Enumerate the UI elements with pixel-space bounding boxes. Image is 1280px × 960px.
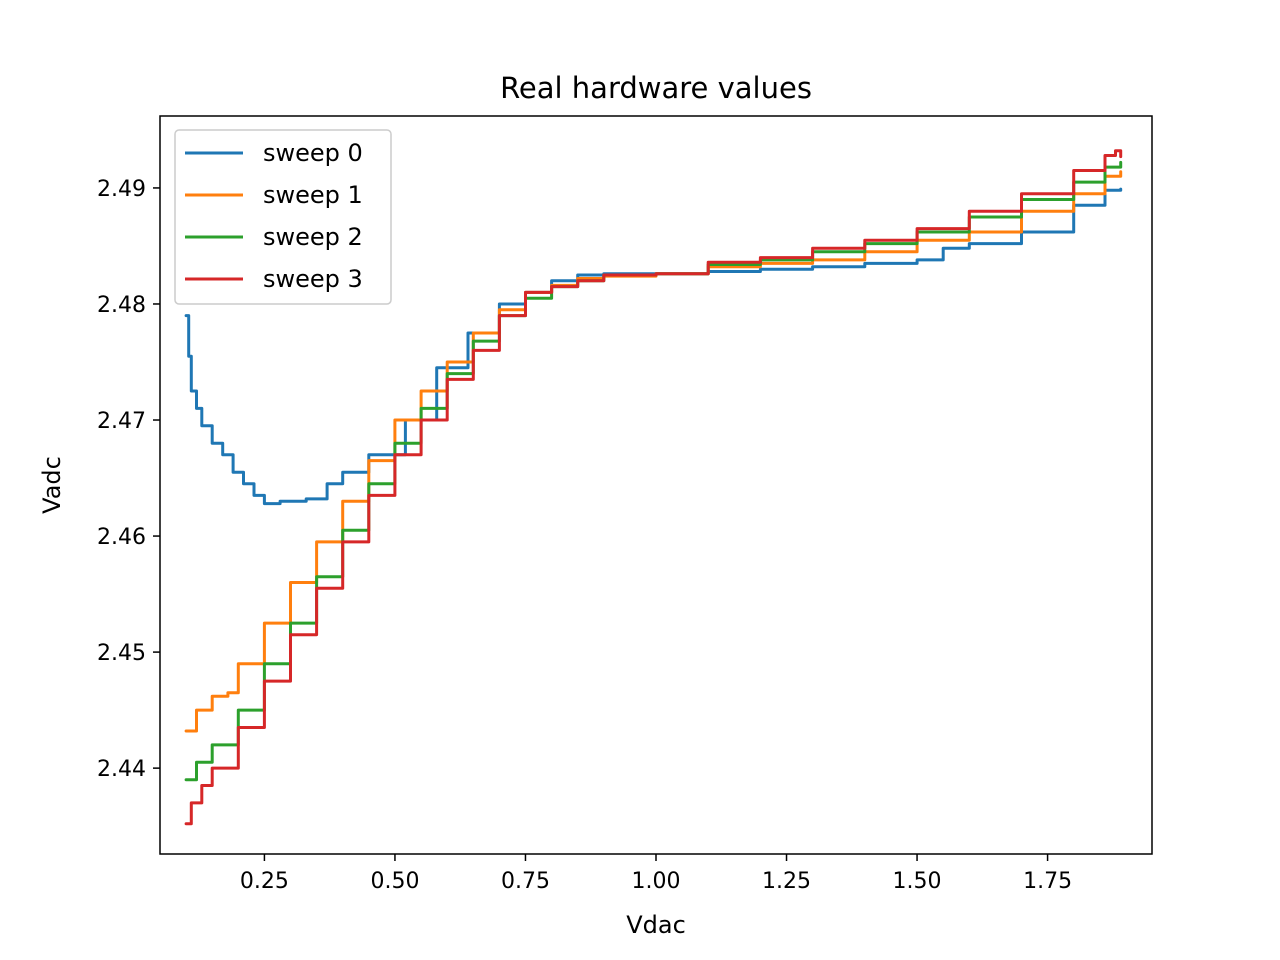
legend-label-1: sweep 1 xyxy=(263,181,363,209)
y-tick-label: 2.49 xyxy=(97,177,146,202)
chart-title: Real hardware values xyxy=(500,71,812,105)
series-group xyxy=(184,149,1123,826)
x-tick-label: 1.50 xyxy=(893,869,942,894)
y-tick-label: 2.44 xyxy=(97,757,146,782)
x-tick-label: 0.25 xyxy=(240,869,289,894)
legend-box xyxy=(174,129,392,305)
y-tick-label: 2.45 xyxy=(97,641,146,666)
legend-label-2: sweep 2 xyxy=(263,223,363,251)
legend-label-3: sweep 3 xyxy=(263,265,363,293)
y-tick-label: 2.46 xyxy=(97,525,146,550)
x-axis-label: Vdac xyxy=(626,911,686,939)
y-tick-label: 2.47 xyxy=(97,409,146,434)
x-tick-label: 0.50 xyxy=(370,869,419,894)
legend-label-0: sweep 0 xyxy=(263,139,363,167)
x-tick-label: 1.00 xyxy=(632,869,681,894)
x-tick-label: 1.25 xyxy=(762,869,811,894)
y-tick-label: 2.48 xyxy=(97,293,146,318)
x-axis: 0.25 0.50 0.75 1.00 1.25 1.50 1.75 xyxy=(240,854,1072,894)
x-tick-label: 0.75 xyxy=(501,869,550,894)
legend: sweep 0 sweep 1 sweep 2 sweep 3 xyxy=(174,129,392,305)
x-tick-label: 1.75 xyxy=(1023,869,1072,894)
y-axis-label: Vadc xyxy=(38,456,66,514)
y-axis: 2.44 2.45 2.46 2.47 2.48 2.49 xyxy=(97,177,160,782)
plot-area xyxy=(159,115,1153,855)
series-line-0 xyxy=(184,187,1123,506)
series-line-3 xyxy=(184,149,1123,826)
